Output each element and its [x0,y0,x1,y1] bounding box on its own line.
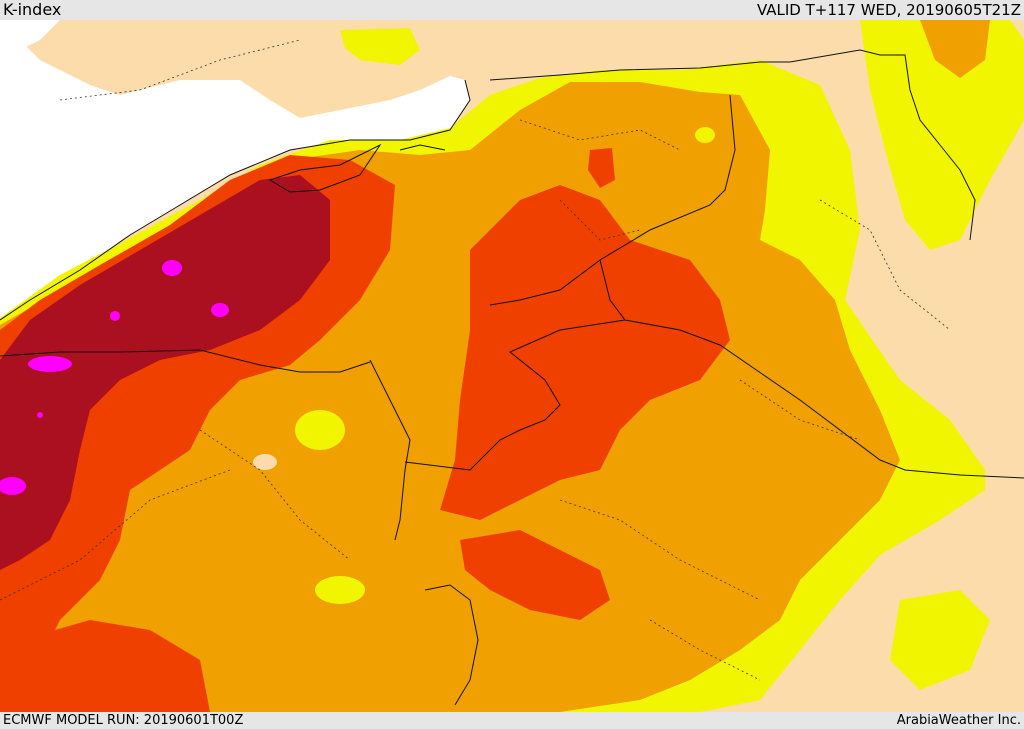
aegean-coast [0,20,60,50]
magenta-peak-3 [110,311,120,321]
magenta-peak-5 [0,477,26,495]
yellow-patch-se [890,590,990,690]
yellow-inclusion-1 [295,410,345,450]
yellow-inclusion-2 [315,576,365,604]
credit-label: ArabiaWeather Inc. [896,713,1021,728]
country-borders [0,49,1024,541]
yellow-patch-north [340,28,420,65]
pale-inclusion-1 [253,454,277,470]
magenta-peak-6 [37,412,43,418]
coastlines [0,79,479,706]
footer-bar: ECMWF MODEL RUN: 20190601T00Z ArabiaWeat… [0,712,1024,729]
orange-light-patch-ne [920,20,990,78]
orange-dark-sw [0,620,210,712]
yellow-inclusion-3 [695,127,715,143]
mediterranean-sea [0,20,470,320]
map-title: K-index [3,0,62,19]
yellow-contour-ne [860,20,1024,250]
valid-time: VALID T+117 WED, 20190605T21Z [756,1,1021,19]
k-index-map [0,20,1024,712]
map-canvas [0,20,1024,712]
header-bar: K-index VALID T+117 WED, 20190605T21Z [0,0,1024,20]
magenta-peak-2 [211,303,229,317]
province-borders [0,39,951,681]
magenta-peak-4 [28,356,72,372]
model-run-label: ECMWF MODEL RUN: 20190601T00Z [3,713,244,728]
orange-dark-east [440,185,730,520]
orange-dark-spot [588,148,615,188]
magenta-peak-1 [162,260,182,276]
crimson-core [0,175,330,570]
orange-dark-south [460,530,610,620]
